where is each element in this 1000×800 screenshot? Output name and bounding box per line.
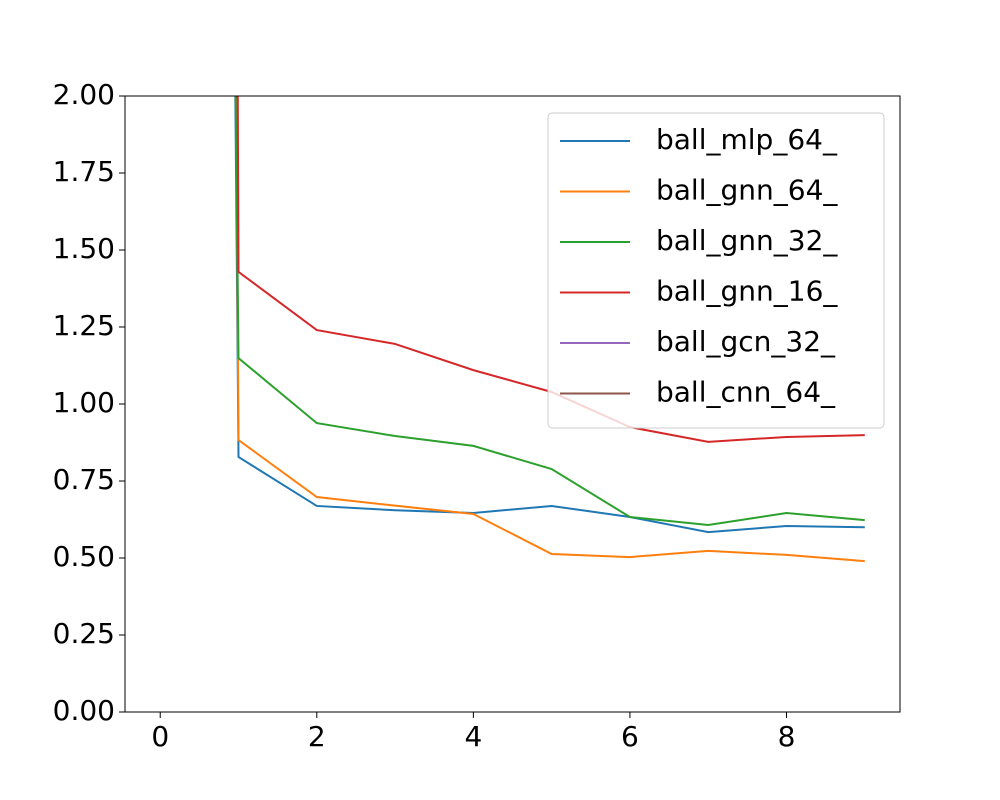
x-tick-label: 8: [778, 720, 796, 753]
series-line: [234, 96, 865, 527]
y-tick-label: 0.75: [53, 463, 115, 496]
x-tick-label: 2: [308, 720, 326, 753]
legend-label: ball_gnn_32_: [656, 224, 838, 257]
x-tick-label: 4: [464, 720, 482, 753]
y-tick-label: 1.50: [53, 232, 115, 265]
legend-label: ball_gcn_32_: [656, 325, 836, 358]
series-line: [236, 96, 865, 443]
y-tick-label: 2.00: [53, 78, 115, 111]
series-line: [235, 96, 865, 563]
y-tick-label: 0.00: [53, 694, 115, 727]
y-tick-label: 1.25: [53, 309, 115, 342]
legend-label: ball_gnn_16_: [656, 275, 838, 308]
x-tick-label: 0: [151, 720, 169, 753]
y-tick-label: 1.75: [53, 155, 115, 188]
y-tick-label: 0.25: [53, 617, 115, 650]
series-line: [234, 96, 865, 534]
plot-area: [234, 96, 865, 563]
legend-label: ball_mlp_64_: [656, 123, 838, 156]
y-tick-label: 1.00: [53, 386, 115, 419]
y-tick-label: 0.50: [53, 540, 115, 573]
legend-box: [547, 112, 885, 429]
legend-label: ball_gnn_64_: [656, 174, 838, 207]
legend-label: ball_cnn_64_: [656, 376, 836, 409]
x-tick-label: 6: [621, 720, 639, 753]
